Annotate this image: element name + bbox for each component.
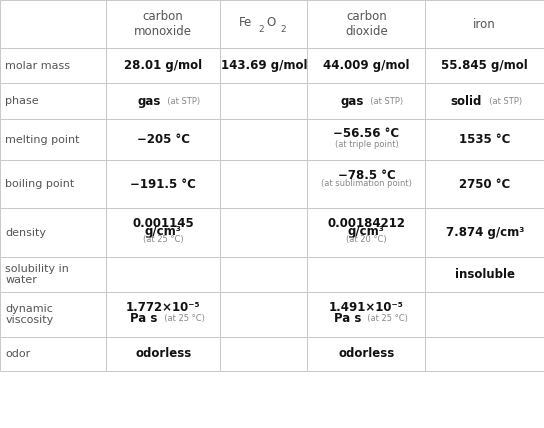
- Text: 2750 °C: 2750 °C: [459, 178, 510, 191]
- Bar: [0, 337, 106, 371]
- Bar: [425, 83, 544, 119]
- Text: 0.00184212: 0.00184212: [327, 217, 405, 230]
- Bar: [307, 160, 425, 208]
- Bar: [307, 337, 425, 371]
- Bar: [220, 0, 307, 48]
- Text: (at triple point): (at triple point): [335, 140, 398, 149]
- Text: phase: phase: [5, 96, 39, 106]
- Text: molar mass: molar mass: [5, 61, 70, 71]
- Bar: [307, 119, 425, 160]
- Text: 55.845 g/mol: 55.845 g/mol: [441, 59, 528, 72]
- Text: 28.01 g/mol: 28.01 g/mol: [124, 59, 202, 72]
- Bar: [220, 208, 307, 257]
- Text: gas: gas: [341, 95, 363, 107]
- Text: solid: solid: [450, 95, 482, 107]
- Text: iron: iron: [473, 18, 496, 31]
- Text: 0.001145: 0.001145: [132, 217, 194, 230]
- Bar: [0, 160, 106, 208]
- Text: boiling point: boiling point: [5, 179, 75, 190]
- Bar: [0, 257, 106, 292]
- Text: 1.772×10⁻⁵: 1.772×10⁻⁵: [126, 300, 201, 314]
- Text: insoluble: insoluble: [455, 268, 515, 281]
- Text: −56.56 °C: −56.56 °C: [333, 127, 399, 140]
- Text: 1.491×10⁻⁵: 1.491×10⁻⁵: [329, 300, 404, 314]
- Bar: [0, 292, 106, 337]
- Bar: [425, 160, 544, 208]
- Bar: [220, 292, 307, 337]
- Text: g/cm³: g/cm³: [348, 225, 385, 238]
- Bar: [220, 337, 307, 371]
- Bar: [0, 119, 106, 160]
- Text: 1535 °C: 1535 °C: [459, 133, 510, 146]
- Bar: [425, 257, 544, 292]
- Text: −205 °C: −205 °C: [137, 133, 190, 146]
- Bar: [0, 83, 106, 119]
- Text: dynamic
viscosity: dynamic viscosity: [5, 303, 54, 325]
- Text: g/cm³: g/cm³: [145, 225, 182, 238]
- Bar: [307, 83, 425, 119]
- Text: Pa s: Pa s: [333, 312, 361, 325]
- Text: (at 25 °C): (at 25 °C): [159, 314, 205, 323]
- Bar: [106, 0, 220, 48]
- Bar: [425, 337, 544, 371]
- Bar: [220, 83, 307, 119]
- Bar: [425, 208, 544, 257]
- Bar: [307, 292, 425, 337]
- Text: Pa s: Pa s: [131, 312, 158, 325]
- Bar: [106, 48, 220, 83]
- Bar: [425, 119, 544, 160]
- Text: (at sublimation point): (at sublimation point): [321, 178, 412, 188]
- Text: −191.5 °C: −191.5 °C: [130, 178, 196, 191]
- Text: (at 25 °C): (at 25 °C): [362, 314, 408, 323]
- Text: carbon
dioxide: carbon dioxide: [345, 10, 388, 38]
- Text: density: density: [5, 228, 46, 238]
- Text: gas: gas: [137, 95, 160, 107]
- Bar: [106, 160, 220, 208]
- Bar: [220, 160, 307, 208]
- Bar: [0, 0, 106, 48]
- Bar: [106, 292, 220, 337]
- Text: odorless: odorless: [135, 347, 191, 360]
- Bar: [106, 208, 220, 257]
- Bar: [0, 48, 106, 83]
- Text: (at STP): (at STP): [484, 96, 522, 106]
- Text: 2: 2: [258, 25, 264, 34]
- Bar: [425, 0, 544, 48]
- Text: melting point: melting point: [5, 134, 80, 145]
- Bar: [106, 119, 220, 160]
- Text: (at 20 °C): (at 20 °C): [346, 235, 387, 244]
- Bar: [220, 119, 307, 160]
- Bar: [307, 48, 425, 83]
- Text: 143.69 g/mol: 143.69 g/mol: [220, 59, 307, 72]
- Bar: [425, 292, 544, 337]
- Text: odorless: odorless: [338, 347, 394, 360]
- Text: O: O: [267, 15, 276, 29]
- Text: odor: odor: [5, 349, 30, 359]
- Text: 44.009 g/mol: 44.009 g/mol: [323, 59, 410, 72]
- Bar: [220, 48, 307, 83]
- Bar: [307, 257, 425, 292]
- Text: (at STP): (at STP): [162, 96, 200, 106]
- Bar: [106, 337, 220, 371]
- Bar: [307, 208, 425, 257]
- Text: −78.5 °C: −78.5 °C: [337, 169, 395, 181]
- Bar: [307, 0, 425, 48]
- Text: solubility in
water: solubility in water: [5, 264, 69, 285]
- Bar: [106, 83, 220, 119]
- Text: 2: 2: [280, 25, 286, 34]
- Bar: [0, 208, 106, 257]
- Text: carbon
monoxide: carbon monoxide: [134, 10, 192, 38]
- Bar: [106, 257, 220, 292]
- Text: (at 25 °C): (at 25 °C): [143, 235, 183, 244]
- Text: (at STP): (at STP): [366, 96, 404, 106]
- Text: 7.874 g/cm³: 7.874 g/cm³: [446, 226, 524, 239]
- Bar: [220, 257, 307, 292]
- Text: Fe: Fe: [239, 15, 252, 29]
- Bar: [425, 48, 544, 83]
